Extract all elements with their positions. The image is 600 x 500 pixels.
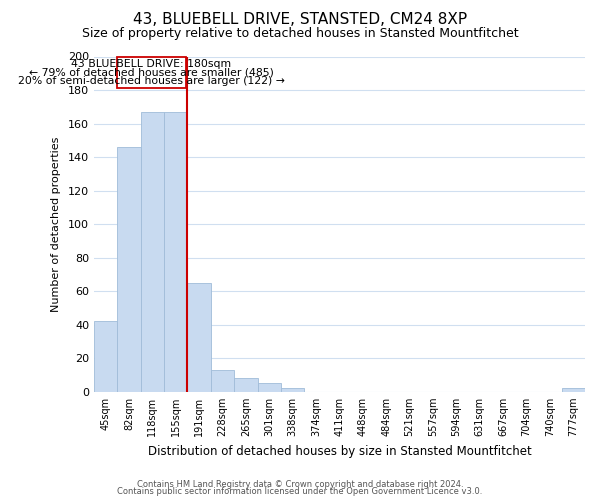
X-axis label: Distribution of detached houses by size in Stansted Mountfitchet: Distribution of detached houses by size … (148, 444, 532, 458)
Bar (234, 378, 257, 392)
FancyBboxPatch shape (116, 56, 187, 88)
Y-axis label: Number of detached properties: Number of detached properties (51, 136, 61, 312)
Bar (141, 112, 164, 392)
Bar (211, 370, 234, 392)
Text: Contains public sector information licensed under the Open Government Licence v3: Contains public sector information licen… (118, 487, 482, 496)
Bar (257, 384, 281, 392)
Bar (164, 112, 187, 392)
Text: 43 BLUEBELL DRIVE: 180sqm: 43 BLUEBELL DRIVE: 180sqm (71, 58, 232, 68)
Bar (187, 283, 211, 392)
Bar (562, 388, 585, 392)
Text: 20% of semi-detached houses are larger (122) →: 20% of semi-detached houses are larger (… (18, 76, 285, 86)
Bar (94, 322, 118, 392)
Bar (281, 388, 304, 392)
Text: Contains HM Land Registry data © Crown copyright and database right 2024.: Contains HM Land Registry data © Crown c… (137, 480, 463, 489)
Text: ← 79% of detached houses are smaller (485): ← 79% of detached houses are smaller (48… (29, 68, 274, 78)
Text: 43, BLUEBELL DRIVE, STANSTED, CM24 8XP: 43, BLUEBELL DRIVE, STANSTED, CM24 8XP (133, 12, 467, 28)
Bar (118, 147, 141, 392)
Text: Size of property relative to detached houses in Stansted Mountfitchet: Size of property relative to detached ho… (82, 28, 518, 40)
